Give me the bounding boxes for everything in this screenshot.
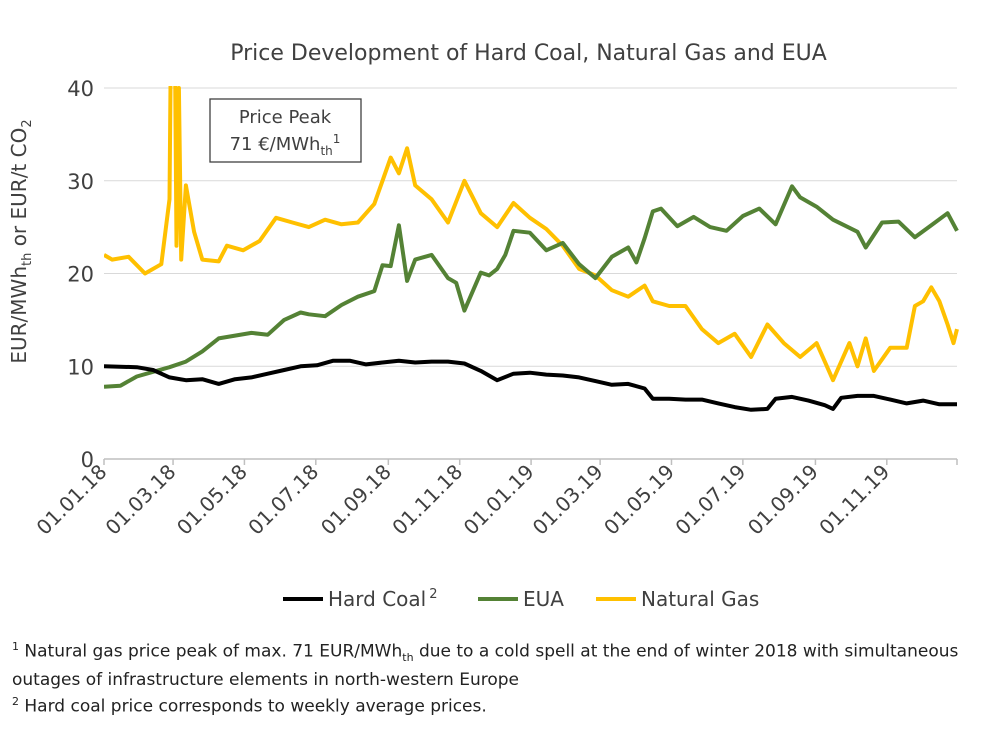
y-tick-label: 0: [81, 448, 94, 472]
footnote-2: 2 Hard coal price corresponds to weekly …: [12, 691, 982, 718]
footnote-1-subscript: th: [402, 651, 414, 665]
x-tick-label: 01.03.18: [101, 460, 181, 540]
x-tick-label: 01.03.19: [528, 460, 608, 540]
y-tick-label: 30: [67, 170, 94, 194]
x-tick-label: 01.07.18: [243, 460, 323, 540]
legend-label-natural-gas: Natural Gas: [641, 587, 759, 611]
footnote-1-marker: 1: [12, 640, 19, 653]
chart-title: Price Development of Hard Coal, Natural …: [230, 41, 827, 66]
series-line-eua: [104, 184, 959, 389]
y-tick-label: 20: [67, 263, 94, 287]
x-tick-label: 01.05.19: [599, 460, 679, 540]
price-peak-annotation-box: [209, 98, 362, 163]
price-peak-annotation-line2: 71 €/MWhth1: [230, 132, 341, 158]
price-chart: Price Development of Hard Coal, Natural …: [7, 41, 959, 611]
y-tick-label: 40: [67, 77, 94, 101]
x-tick-label: 01.07.19: [670, 460, 750, 540]
legend-label-eua: EUA: [523, 587, 564, 611]
x-tick-label: 01.05.18: [172, 460, 252, 540]
x-tick-label: 01.11.19: [814, 460, 894, 540]
footnotes: 1 Natural gas price peak of max. 71 EUR/…: [12, 636, 982, 718]
y-axis-label: EUR/MWhth or EUR/t CO2: [7, 119, 35, 363]
footnote-1-text-b: due to a cold spell at the end of winter…: [12, 641, 959, 691]
legend-label-hard-coal: Hard Coal 2: [328, 587, 438, 611]
footnote-2-text: Hard coal price corresponds to weekly av…: [19, 696, 487, 717]
x-tick-label: 01.11.18: [387, 460, 467, 540]
x-tick-label: 01.01.18: [32, 460, 112, 540]
series-line-natural-gas: [104, 86, 959, 383]
footnote-2-marker: 2: [12, 695, 19, 709]
x-tick-label: 01.01.19: [459, 460, 539, 540]
footnote-1-text-a: Natural gas price peak of max. 71 EUR/MW…: [19, 641, 403, 662]
series-line-hard-coal: [104, 358, 957, 412]
y-tick-label: 10: [67, 355, 94, 379]
x-tick-label: 01.09.18: [316, 460, 396, 540]
x-tick-label: 01.09.19: [743, 460, 823, 540]
footnote-1: 1 Natural gas price peak of max. 71 EUR/…: [12, 636, 982, 691]
price-peak-annotation-line1: Price Peak: [239, 107, 332, 128]
